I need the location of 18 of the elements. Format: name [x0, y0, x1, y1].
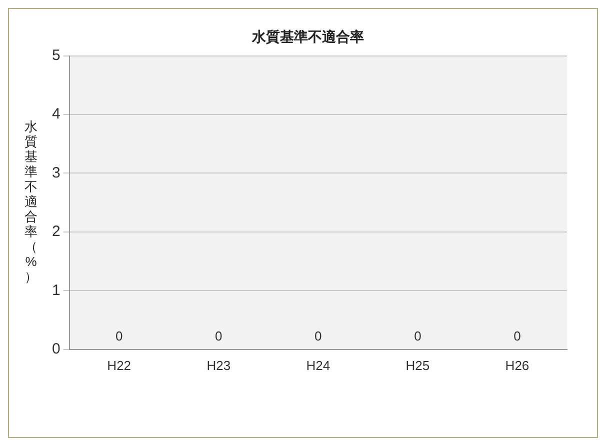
x-tick-label: H26 [505, 358, 530, 373]
chart-title: 水質基準不適合率 [251, 28, 364, 44]
data-label: 0 [414, 328, 422, 344]
x-tick-label: H22 [107, 358, 132, 373]
y-tick-label: 5 [52, 46, 60, 64]
y-tick-label: 2 [52, 223, 60, 240]
data-label: 0 [215, 328, 222, 344]
x-tick-label: H25 [406, 358, 430, 373]
text: 水質基準不適合率（%） [24, 119, 38, 284]
y-tick-label: 4 [52, 106, 60, 123]
y-tick-label: 0 [52, 340, 60, 358]
data-label: 0 [115, 328, 123, 344]
y-tick-label: 1 [52, 282, 60, 299]
y-tick-label: 3 [52, 164, 60, 182]
x-tick-label: H24 [306, 358, 330, 373]
data-label: 0 [314, 328, 322, 344]
data-label: 0 [514, 328, 521, 344]
x-tick-label: H23 [206, 358, 231, 373]
